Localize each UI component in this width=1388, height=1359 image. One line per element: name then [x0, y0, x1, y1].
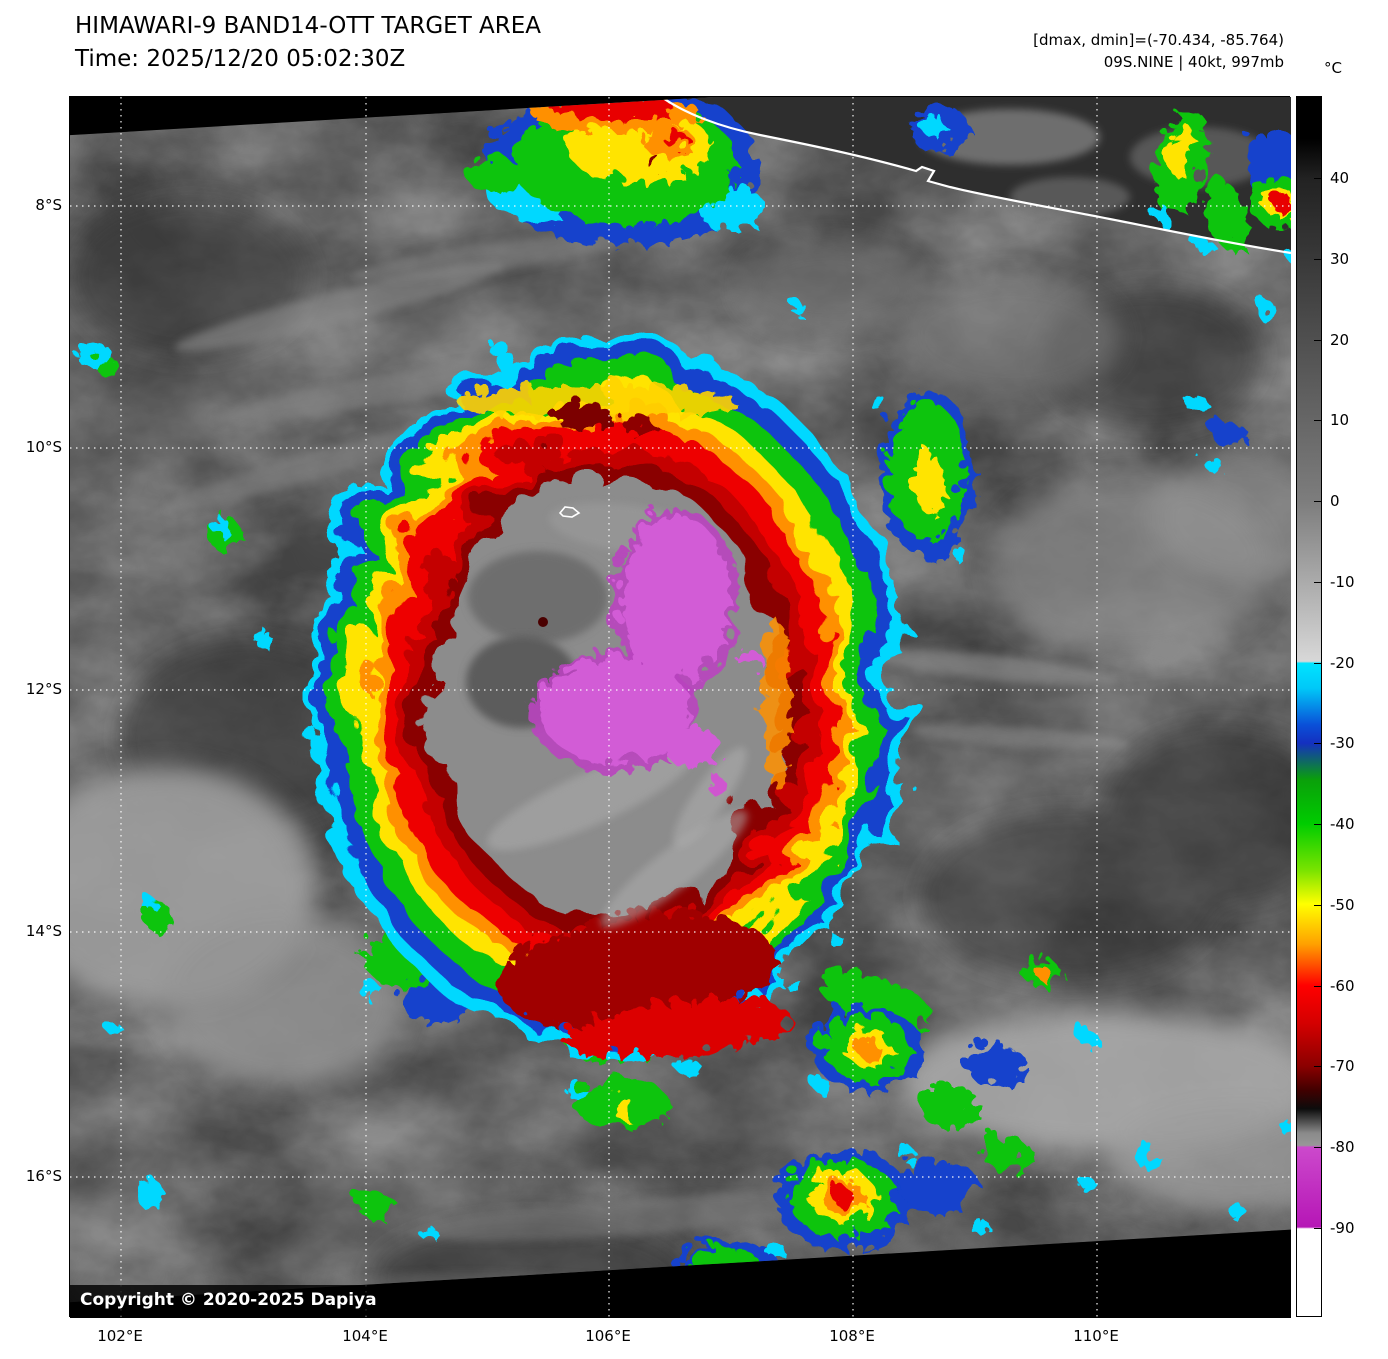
lat-label: 8°S	[35, 196, 62, 214]
colorbar-tick-label: -60	[1330, 977, 1355, 995]
lat-label: 10°S	[25, 438, 62, 456]
colorbar-tick-label: -30	[1330, 734, 1355, 752]
cyclone-ring-accents	[450, 377, 785, 1051]
lon-label: 104°E	[342, 1327, 388, 1345]
colorbar-tick-label: 40	[1330, 169, 1350, 187]
christmas-island-outline	[558, 506, 581, 518]
colorbar-tick-mark	[1314, 1228, 1321, 1229]
colorbar-tick-label: -10	[1330, 573, 1355, 591]
storm-info: 09S.NINE | 40kt, 997mb	[1103, 53, 1284, 71]
lon-label: 106°E	[585, 1327, 631, 1345]
colorbar-tick-mark	[1314, 1147, 1321, 1148]
colorbar-tick-mark	[1314, 501, 1321, 502]
colorbar-tick-mark	[1314, 582, 1321, 583]
east-convection	[784, 293, 1268, 556]
colorbar-tick-mark	[1314, 663, 1321, 664]
timestamp: Time: 2025/12/20 05:02:30Z	[75, 46, 406, 72]
colorbar-tick-label: 30	[1330, 250, 1350, 268]
colorbar-tick-mark	[1314, 743, 1321, 744]
page-title: HIMAWARI-9 BAND14-OTT TARGET AREA	[75, 13, 542, 39]
lon-label: 110°E	[1073, 1327, 1119, 1345]
colorbar-tick-mark	[1314, 986, 1321, 987]
lat-label: 14°S	[25, 922, 62, 940]
colorbar-tick-mark	[1314, 178, 1321, 179]
cyclone-center-detail	[466, 502, 748, 928]
lat-label: 16°S	[25, 1167, 62, 1185]
colorbar-tick-label: 0	[1330, 492, 1340, 510]
readout-block: [dmax, dmin]=(-70.434, -85.764) 09S.NINE…	[1033, 29, 1284, 73]
colorbar-tick-mark	[1314, 1066, 1321, 1067]
satellite-map: Copyright © 2020-2025 Dapiya	[69, 96, 1291, 1318]
coastline	[655, 97, 1291, 255]
colorbar-tick-mark	[1314, 905, 1321, 906]
lon-label: 102°E	[97, 1327, 143, 1345]
gray-cloud-masses	[70, 233, 1291, 1301]
colorbar-tick-mark	[1314, 340, 1321, 341]
colorbar-tick-label: -20	[1330, 654, 1355, 672]
colorbar-tick-label: 20	[1330, 331, 1350, 349]
colorbar-tick-mark	[1314, 420, 1321, 421]
dmax-dmin-readout: [dmax, dmin]=(-70.434, -85.764)	[1033, 31, 1284, 49]
colorbar-unit: °C	[1324, 59, 1342, 77]
copyright-watermark: Copyright © 2020-2025 Dapiya	[70, 1285, 391, 1316]
colorbar-tick-mark	[1314, 824, 1321, 825]
west-specks	[70, 334, 263, 1201]
colorbar-tick-label: -50	[1330, 896, 1355, 914]
coldest-cloud-top-magenta	[522, 501, 755, 788]
colorbar-tick-label: -90	[1330, 1219, 1355, 1237]
top-center-convection	[460, 97, 963, 239]
colorbar-tick-label: 10	[1330, 411, 1350, 429]
colorbar-tick-label: -40	[1330, 815, 1355, 833]
lat-label: 12°S	[25, 680, 62, 698]
lon-label: 108°E	[829, 1327, 875, 1345]
temperature-colorbar	[1296, 96, 1322, 1317]
colorbar-tick-label: -70	[1330, 1057, 1355, 1075]
colorbar-tick-mark	[1314, 259, 1321, 260]
satellite-image	[70, 97, 1291, 1318]
land-java	[656, 97, 1291, 253]
colorbar-tick-label: -80	[1330, 1138, 1355, 1156]
ir-scene	[70, 97, 1291, 1305]
